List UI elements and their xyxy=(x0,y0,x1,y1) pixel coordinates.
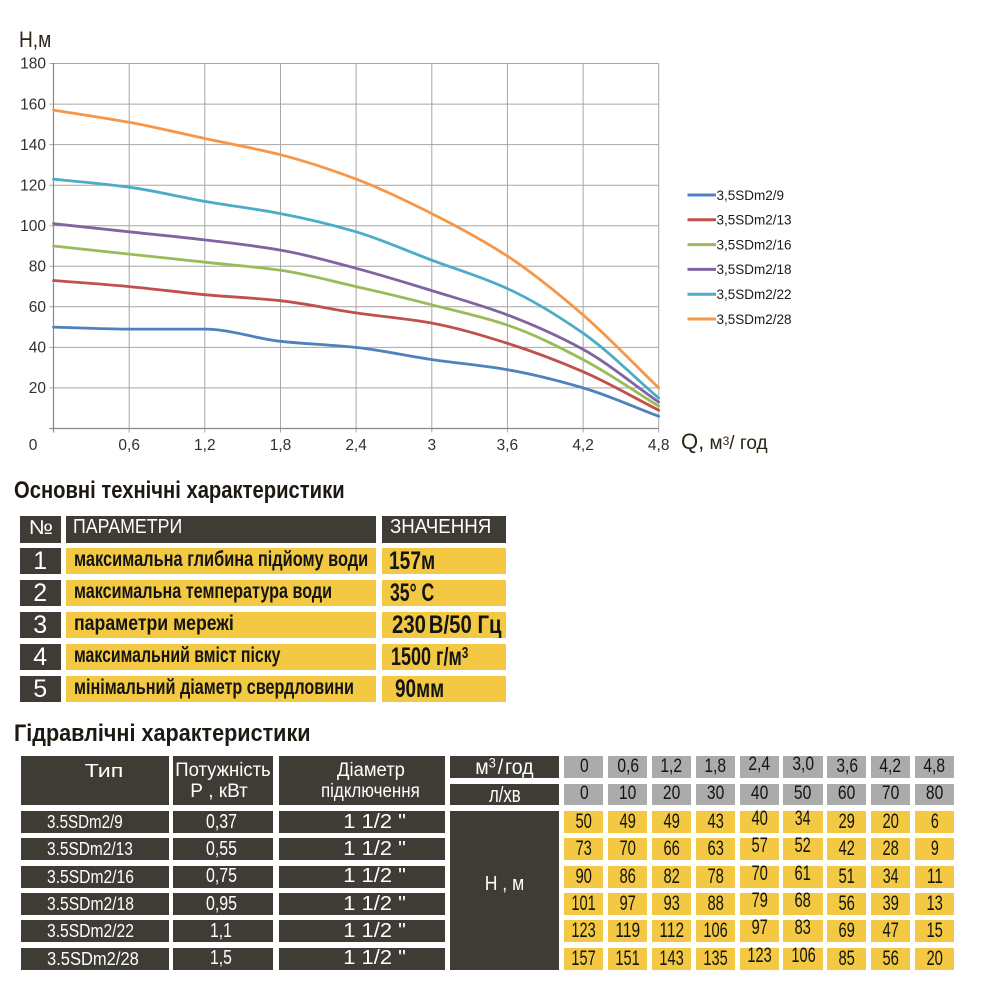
svg-text:100: 100 xyxy=(20,218,46,235)
svg-text:20: 20 xyxy=(29,380,47,397)
svg-text:2,4: 2,4 xyxy=(345,437,367,454)
svg-text:3,5SDm2/18: 3,5SDm2/18 xyxy=(717,262,792,277)
svg-text:160: 160 xyxy=(20,96,46,113)
svg-text:60: 60 xyxy=(29,299,47,316)
svg-text:3,5SDm2/13: 3,5SDm2/13 xyxy=(717,213,792,228)
svg-text:1,2: 1,2 xyxy=(194,437,216,454)
svg-text:3,5SDm2/9: 3,5SDm2/9 xyxy=(717,188,785,203)
svg-text:80: 80 xyxy=(29,259,47,276)
svg-text:3,5SDm2/16: 3,5SDm2/16 xyxy=(717,237,792,252)
svg-text:Q, м3/ год: Q, м3/ год xyxy=(681,429,768,454)
svg-text:3,5SDm2/28: 3,5SDm2/28 xyxy=(717,312,792,327)
svg-text:40: 40 xyxy=(29,340,47,357)
svg-text:4,2: 4,2 xyxy=(572,437,594,454)
svg-text:0: 0 xyxy=(29,437,38,454)
svg-text:3,6: 3,6 xyxy=(497,437,519,454)
svg-text:3,5SDm2/22: 3,5SDm2/22 xyxy=(717,287,792,302)
svg-text:140: 140 xyxy=(20,137,46,154)
svg-text:4,8: 4,8 xyxy=(648,437,670,454)
svg-text:120: 120 xyxy=(20,177,46,194)
svg-text:H,м: H,м xyxy=(19,28,51,53)
svg-text:1,8: 1,8 xyxy=(270,437,292,454)
svg-text:180: 180 xyxy=(20,56,46,73)
svg-text:0,6: 0,6 xyxy=(118,437,140,454)
svg-text:3: 3 xyxy=(427,437,436,454)
